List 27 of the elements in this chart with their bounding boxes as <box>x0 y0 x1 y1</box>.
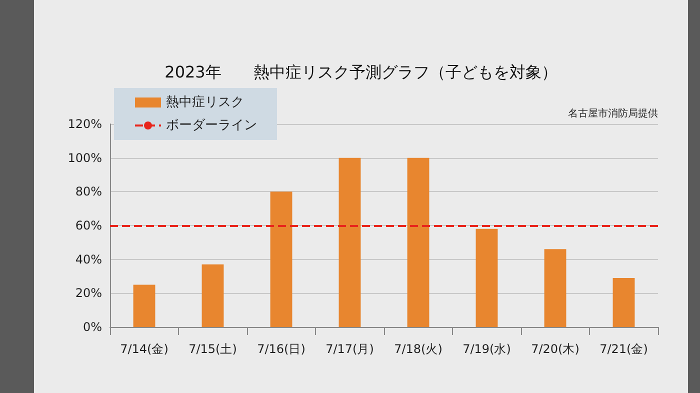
y-tick-label: 0% <box>82 320 102 334</box>
x-tick-label: 7/15(土) <box>188 342 237 356</box>
y-tick-label: 20% <box>75 286 102 300</box>
legend-label: ボーダーライン <box>166 118 257 133</box>
y-tick-label: 120% <box>68 117 102 131</box>
legend-label: 熱中症リスク <box>166 95 244 110</box>
y-tick-label: 100% <box>68 150 102 165</box>
bar <box>544 249 566 327</box>
x-tick-label: 7/19(水) <box>462 342 511 356</box>
bar <box>612 278 635 327</box>
x-tick-label: 7/14(金) <box>120 342 168 356</box>
bar <box>407 158 430 327</box>
bar <box>270 192 292 327</box>
y-tick-label: 80% <box>75 184 102 199</box>
bar <box>476 228 498 327</box>
x-tick-label: 7/16(日) <box>257 342 306 356</box>
x-tick-label: 7/20(木) <box>531 342 580 356</box>
x-tick-label: 7/21(金) <box>600 342 648 356</box>
x-tick-label: 7/18(火) <box>394 342 442 356</box>
y-tick-label: 60% <box>75 218 102 232</box>
bar <box>202 264 224 327</box>
y-tick-label: 40% <box>75 252 102 266</box>
x-tick-label: 7/17(月) <box>326 342 374 356</box>
chart-title: 2023年 熱中症リスク予測グラフ（子どもを対象） <box>164 62 558 82</box>
bar <box>338 158 361 327</box>
text: 名古屋市消防局提供 <box>568 108 658 120</box>
bar <box>133 284 156 327</box>
